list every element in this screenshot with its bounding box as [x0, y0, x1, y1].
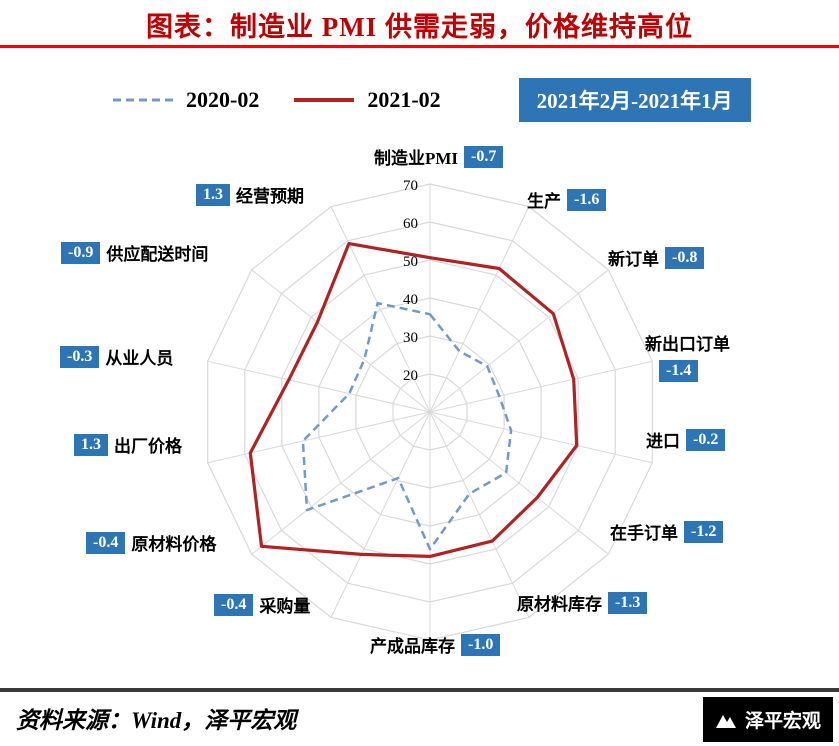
page-title: 图表：制造业 PMI 供需走弱，价格维持高位 — [146, 12, 693, 42]
legend-label-2021: 2021-02 — [367, 87, 441, 112]
solid-line-sample-icon — [294, 98, 355, 102]
legend-item-2021: 2021-02 — [293, 87, 441, 113]
mountain-logo-icon — [715, 714, 736, 728]
legend: 2020-02 2021-02 2021年2月-2021年1月 — [112, 78, 751, 122]
grid-ring — [392, 373, 468, 451]
brand-logo: 泽平宏观 — [702, 697, 833, 742]
radial-tick-label: 20 — [403, 368, 418, 384]
title-divider — [0, 45, 839, 48]
series-2020-02 — [301, 301, 513, 551]
series-2021-02 — [248, 241, 579, 558]
dashed-line-sample-icon — [113, 98, 173, 102]
period-badge: 2021年2月-2021年1月 — [518, 78, 751, 122]
radial-tick-label: 70 — [403, 178, 418, 194]
radar-chart: 20 30 40 50 60 70 — [207, 178, 653, 641]
radial-tick-label: 50 — [403, 254, 418, 270]
radial-tick-label: 60 — [403, 216, 418, 232]
radial-tick-label: 40 — [403, 292, 418, 308]
brand-logo-label: 泽平宏观 — [744, 711, 821, 732]
grid-ring — [207, 183, 653, 641]
legend-label-2020: 2020-02 — [186, 87, 260, 112]
footer-divider — [0, 688, 839, 692]
grid-ring — [355, 335, 505, 489]
grid-ring — [318, 297, 542, 527]
grid-ring — [281, 259, 579, 565]
source-text: 资料来源：Wind，泽平宏观 — [16, 708, 297, 733]
grid-ring — [244, 221, 616, 603]
legend-item-2020: 2020-02 — [112, 87, 259, 113]
radial-tick-label: 30 — [403, 330, 418, 346]
